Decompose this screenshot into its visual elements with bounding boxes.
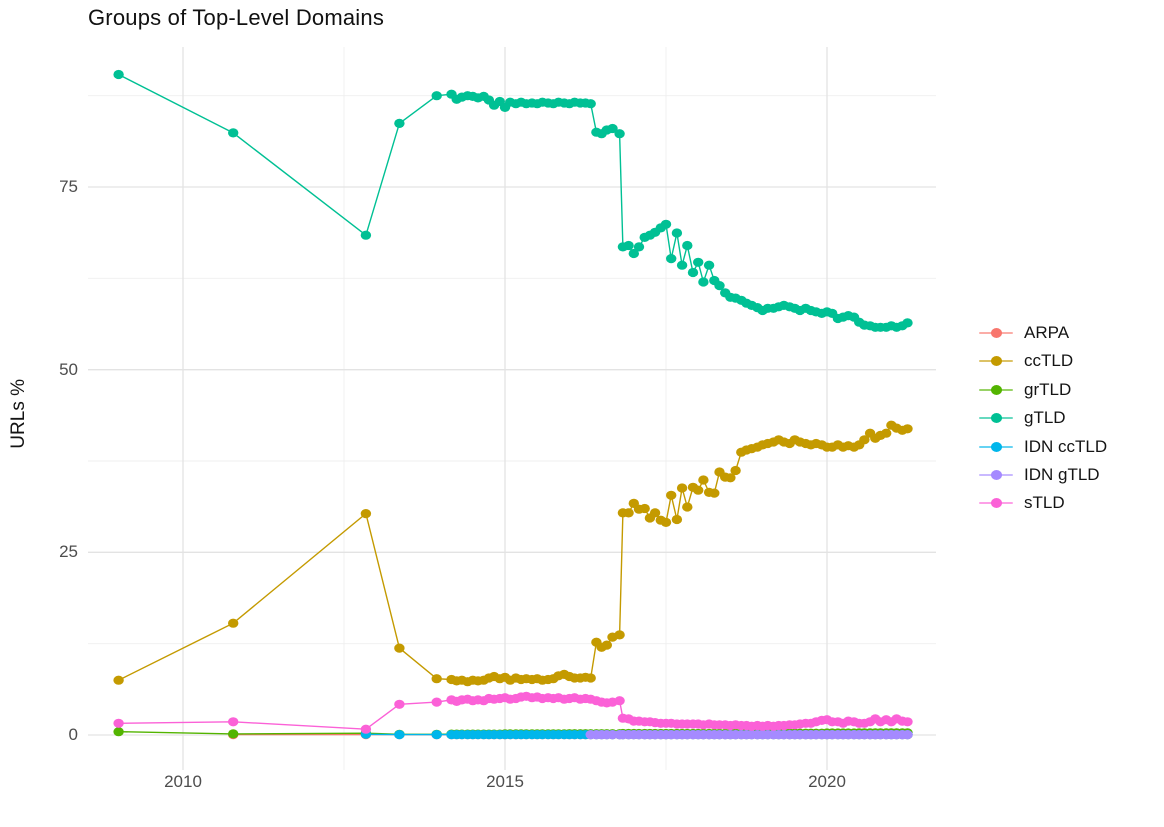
data-point	[360, 508, 372, 519]
data-point	[698, 475, 709, 485]
data-point	[676, 260, 688, 270]
data-point	[228, 618, 239, 628]
series-layer	[113, 69, 913, 740]
data-point	[614, 696, 625, 706]
data-point	[614, 630, 625, 640]
data-point	[394, 730, 405, 740]
data-point	[394, 699, 405, 709]
data-point	[360, 230, 372, 240]
data-point	[859, 435, 870, 445]
chart-title: Groups of Top-Level Domains	[88, 5, 385, 30]
data-point	[623, 240, 634, 251]
series-points-sTLD	[113, 691, 913, 734]
data-point	[687, 267, 699, 278]
data-point	[431, 697, 442, 707]
data-point	[394, 118, 405, 128]
data-point	[628, 248, 639, 259]
series-points-IDN-gTLD	[585, 730, 913, 740]
data-point	[394, 643, 405, 653]
data-point	[902, 717, 913, 727]
data-point	[633, 242, 645, 252]
x-tick-label: 2010	[164, 772, 202, 791]
y-tick-label: 50	[59, 359, 78, 379]
data-point	[614, 129, 625, 139]
data-point	[585, 673, 596, 683]
data-point	[113, 69, 124, 80]
data-point	[703, 260, 715, 270]
gridlines	[88, 47, 936, 770]
data-point	[585, 99, 596, 109]
data-point	[881, 428, 892, 438]
data-point	[693, 257, 704, 267]
y-tick-label: 0	[68, 725, 78, 744]
data-point	[666, 254, 677, 264]
data-point	[228, 729, 239, 739]
data-point	[682, 240, 693, 251]
y-tick-label: 25	[59, 542, 78, 562]
data-point	[607, 123, 618, 134]
data-point	[730, 465, 741, 476]
data-point	[228, 128, 239, 138]
data-point	[902, 730, 913, 740]
data-point	[714, 281, 725, 291]
data-point	[671, 514, 683, 525]
data-point	[666, 490, 677, 500]
data-point	[639, 503, 650, 514]
data-point	[360, 724, 372, 734]
data-point	[649, 508, 661, 518]
data-point	[623, 508, 634, 518]
data-point	[693, 485, 704, 495]
data-point	[709, 488, 720, 498]
data-point	[431, 730, 442, 740]
data-point	[601, 640, 612, 650]
data-point	[676, 483, 688, 493]
y-tick-label: 75	[59, 176, 78, 196]
x-tick-label: 2020	[808, 772, 846, 791]
data-point	[431, 674, 442, 684]
data-point	[902, 318, 913, 328]
series-points-ccTLD	[113, 420, 913, 687]
series-points-gTLD	[113, 69, 913, 332]
data-point	[113, 675, 124, 685]
series-line-gTLD	[118, 73, 908, 329]
data-point	[113, 727, 124, 737]
x-tick-label: 2015	[486, 772, 524, 791]
data-point	[113, 718, 124, 728]
data-point	[725, 473, 736, 483]
data-point	[902, 424, 913, 434]
data-point	[698, 277, 709, 287]
data-point	[431, 91, 442, 101]
data-point	[660, 219, 672, 229]
data-point	[682, 502, 693, 512]
data-point	[660, 517, 672, 528]
data-point	[228, 717, 239, 727]
data-point	[671, 228, 683, 238]
